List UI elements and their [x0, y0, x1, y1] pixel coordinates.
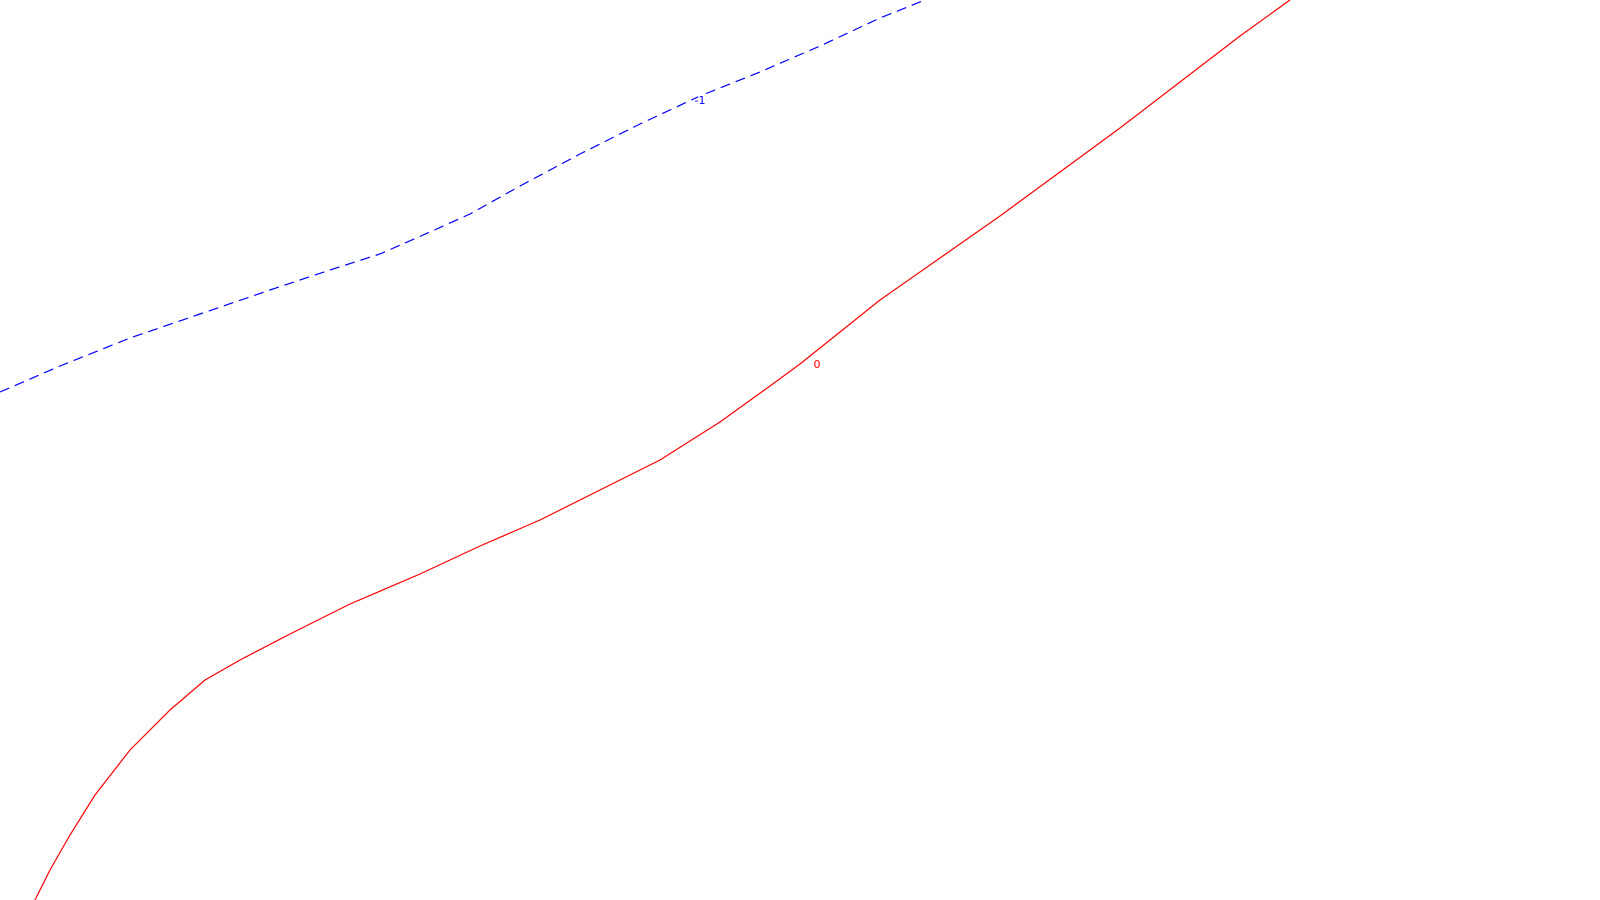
contour-label-negative-one: -1 [695, 94, 706, 107]
contour-label-zero: 0 [814, 358, 821, 371]
contour-line-zero [34, 0, 1291, 900]
contour-line-negative-one [0, 0, 926, 393]
